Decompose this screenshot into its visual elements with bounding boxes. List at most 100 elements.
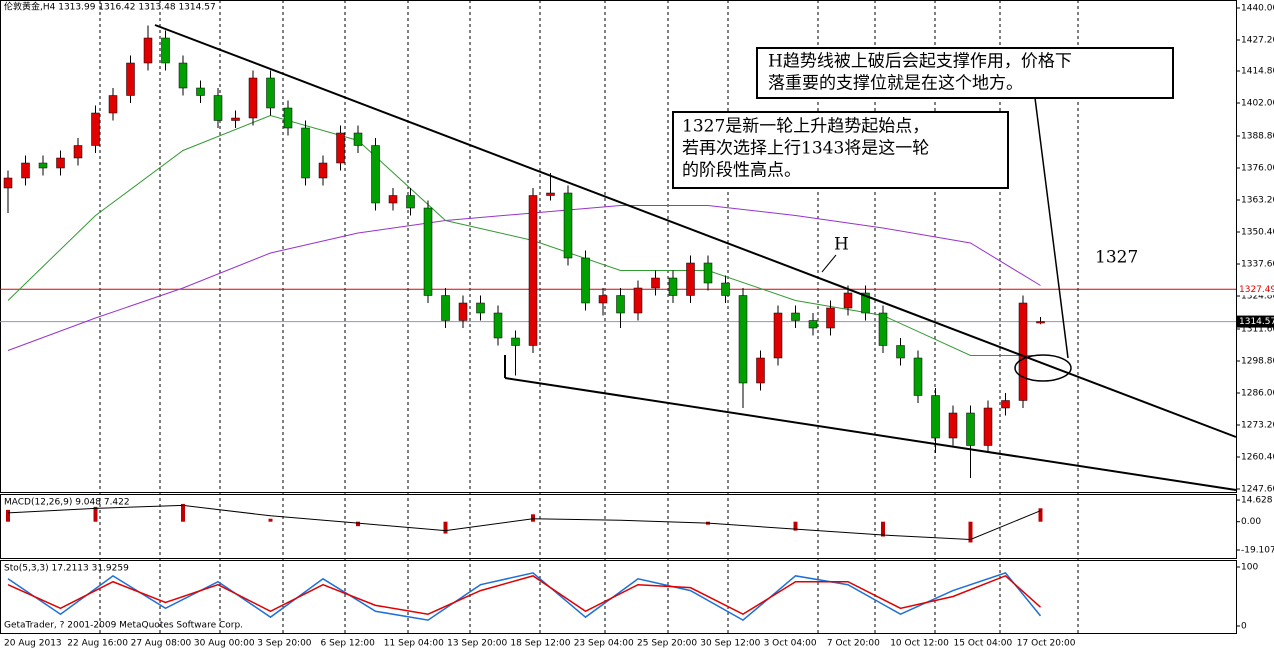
candle-body (651, 277, 660, 289)
level-tag (1237, 283, 1274, 296)
candle-body (738, 295, 748, 384)
macd-title: MACD(12,26,9) 9.048 7.422 (4, 498, 130, 508)
macd-bar (268, 518, 273, 522)
candle-body (826, 307, 835, 329)
y-tick-label: 1363.20 (1241, 196, 1274, 206)
y-tick-label: 0 (1241, 622, 1247, 632)
y-tick-label: 1247.60 (1241, 485, 1274, 495)
candle-body (458, 302, 468, 321)
candle-body (966, 412, 975, 446)
y-tick-label: 1298.80 (1241, 357, 1274, 367)
candle-body (406, 195, 415, 209)
y-tick-label: 1376.00 (1241, 164, 1274, 174)
x-tick-label: 7 Oct 20:00 (827, 639, 880, 649)
candle-body (983, 407, 993, 446)
candle-body (353, 132, 363, 146)
x-tick-label: 27 Aug 08:00 (131, 639, 192, 649)
candle-body (38, 162, 48, 169)
x-tick-label: 10 Oct 12:00 (890, 639, 949, 649)
y-tick-label: 1427.20 (1241, 36, 1274, 46)
y-tick-label: 1440.00 (1241, 4, 1274, 14)
macd-bar (93, 506, 98, 522)
y-tick-label: -19.107 (1241, 546, 1274, 556)
macd-bar (881, 521, 885, 537)
y-tick-label: 1286.00 (1241, 389, 1274, 399)
y-tick-label: 1388.80 (1241, 132, 1274, 142)
candle-body (633, 287, 643, 314)
candle-body (756, 357, 765, 384)
candle-body (546, 192, 555, 196)
macd-bar (1038, 508, 1043, 522)
x-tick-label: 13 Sep 20:00 (447, 639, 507, 649)
macd-bar (531, 514, 535, 522)
y-tick-label: 1337.60 (1241, 260, 1274, 270)
x-tick-label: 15 Oct 04:00 (954, 639, 1013, 649)
candle-body (283, 107, 293, 129)
x-tick-label: 17 Oct 20:00 (1017, 639, 1076, 649)
y-tick-label: 100 (1241, 563, 1258, 573)
note-text: 落重要的支撑位就是在这个地方。 (768, 74, 1023, 94)
candle-body (948, 412, 958, 439)
candle-body (3, 177, 13, 189)
candle-body (161, 37, 170, 64)
candle-body (563, 192, 573, 259)
candle-body (21, 162, 30, 179)
x-tick-label: 30 Aug 00:00 (194, 639, 255, 649)
candle-body (91, 112, 100, 146)
y-tick-label: 0.00 (1241, 517, 1261, 527)
candle-body (196, 87, 205, 96)
x-tick-label: 25 Sep 20:00 (637, 639, 697, 649)
x-tick-label: 22 Aug 16:00 (67, 639, 128, 649)
candle-body (808, 320, 818, 329)
candle-body (56, 157, 65, 169)
note-text: 若再次选择上行1343将是这一轮 (682, 139, 929, 159)
macd-bar (181, 503, 185, 522)
stoch-title: Sto(5,3,3) 17.2113 31.9259 (4, 564, 129, 574)
candle-body (318, 162, 328, 179)
candle-body (476, 302, 485, 314)
candle-body (143, 37, 153, 64)
candle-body (336, 132, 345, 164)
note-box (756, 47, 1174, 99)
x-tick-label: 3 Oct 04:00 (764, 639, 817, 649)
candle-body (493, 312, 503, 339)
level-tag-label: 1314.57 (1239, 317, 1274, 327)
chart-title: 伦敦黄金,H4 1313.99 1316.42 1313.48 1314.57 (4, 1, 216, 13)
y-tick-label: 1273.20 (1241, 421, 1274, 431)
candle-body (861, 292, 870, 314)
stoch-d (7, 574, 1042, 616)
candle-body (1001, 400, 1010, 409)
macd-bar (968, 521, 973, 543)
candle-body (686, 262, 695, 296)
candle-body (511, 337, 520, 346)
candle-body (441, 295, 450, 321)
macd-signal (7, 504, 1041, 540)
y-tick-label: 1402.00 (1241, 99, 1274, 109)
candle-body (1036, 321, 1045, 324)
candle-body (878, 312, 888, 346)
x-tick-label: 3 Sep 20:00 (257, 639, 312, 649)
candle-body (388, 195, 398, 204)
candle-body (931, 395, 940, 439)
candle-body (301, 127, 310, 179)
x-tick-label: 23 Sep 04:00 (574, 639, 634, 649)
x-tick-label: 30 Sep 12:00 (700, 639, 760, 649)
candle-body (73, 145, 83, 159)
x-tick-label: 6 Sep 12:00 (321, 639, 376, 649)
candle-body (791, 312, 800, 321)
level-tag-label: 1327.49 (1239, 285, 1274, 295)
candle-body (1018, 302, 1028, 401)
v-grid (99, 0, 1079, 634)
level-tag (1237, 315, 1274, 328)
macd-bar (793, 521, 798, 531)
y-tick-label: 1414.80 (1241, 67, 1274, 77)
candle-body (178, 62, 188, 89)
y-tick-label: 1311.60 (1241, 325, 1274, 335)
candle-body (371, 145, 380, 204)
copyright: GetaTrader, ? 2001-2009 MetaQuotes Softw… (4, 621, 243, 631)
candle-body (213, 95, 223, 121)
candle-body (231, 117, 240, 121)
candle-body (668, 277, 678, 296)
y-tick-label: 1350.40 (1241, 228, 1274, 238)
candle-body (703, 262, 713, 284)
